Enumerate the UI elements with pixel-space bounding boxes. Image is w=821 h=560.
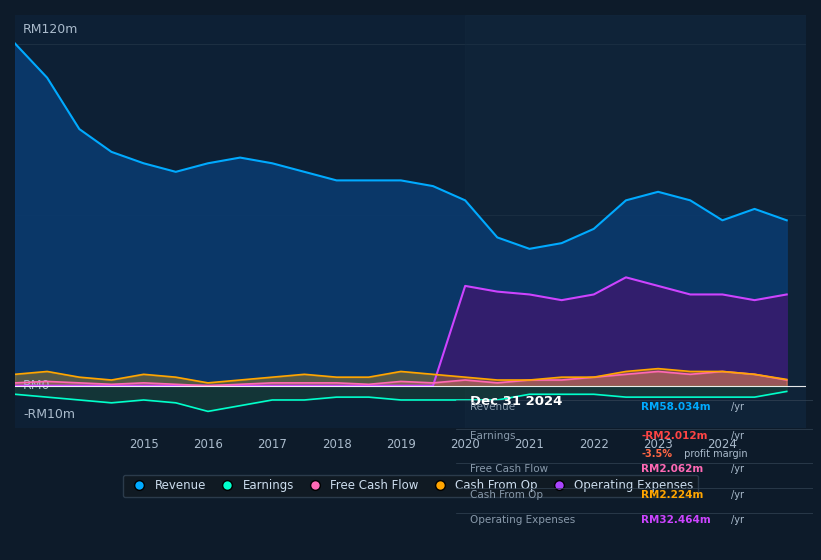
Text: RM120m: RM120m [23,24,78,36]
Text: Free Cash Flow: Free Cash Flow [470,464,548,474]
Text: Cash From Op: Cash From Op [470,489,543,500]
Text: RM58.034m: RM58.034m [641,402,711,412]
Text: RM32.464m: RM32.464m [641,515,711,525]
Text: /yr: /yr [731,489,744,500]
Legend: Revenue, Earnings, Free Cash Flow, Cash From Op, Operating Expenses: Revenue, Earnings, Free Cash Flow, Cash … [122,474,699,497]
Text: Revenue: Revenue [470,402,515,412]
Text: -3.5%: -3.5% [641,449,672,459]
Text: profit margin: profit margin [681,449,747,459]
Text: /yr: /yr [731,402,744,412]
Text: Dec 31 2024: Dec 31 2024 [470,395,562,408]
Text: RM0: RM0 [23,379,50,392]
Text: /yr: /yr [731,515,744,525]
Text: RM2.062m: RM2.062m [641,464,704,474]
Text: /yr: /yr [731,431,744,441]
Text: /yr: /yr [731,464,744,474]
Text: RM2.224m: RM2.224m [641,489,704,500]
Text: -RM10m: -RM10m [23,408,75,421]
Text: Operating Expenses: Operating Expenses [470,515,576,525]
Bar [466,15,806,428]
Text: -RM2.012m: -RM2.012m [641,431,708,441]
Text: Earnings: Earnings [470,431,516,441]
